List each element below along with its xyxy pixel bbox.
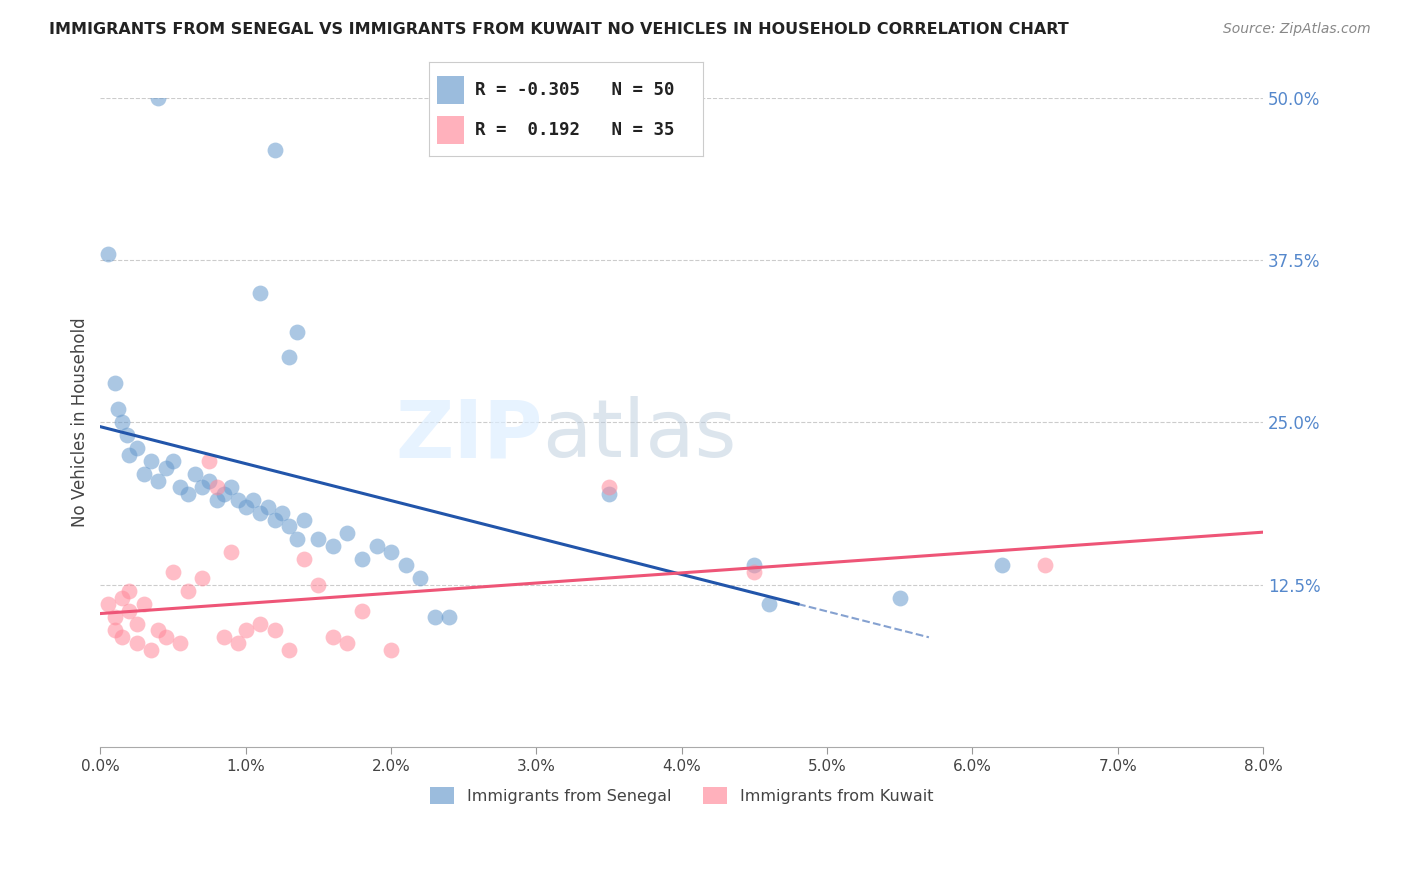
Legend: Immigrants from Senegal, Immigrants from Kuwait: Immigrants from Senegal, Immigrants from…	[423, 781, 939, 811]
Point	[184, 467, 207, 482]
Point	[758, 597, 780, 611]
Point	[380, 545, 402, 559]
Point	[132, 467, 155, 482]
Point	[263, 143, 285, 157]
Point	[350, 551, 373, 566]
Point	[744, 558, 766, 573]
Point	[176, 584, 198, 599]
Point	[336, 636, 359, 650]
Point	[598, 480, 620, 494]
Point	[111, 591, 134, 605]
Point	[307, 533, 329, 547]
Point	[219, 480, 242, 494]
Text: atlas: atlas	[543, 396, 737, 475]
Point	[125, 442, 148, 456]
Point	[141, 454, 163, 468]
Point	[292, 551, 315, 566]
Point	[97, 246, 120, 260]
Point	[104, 376, 127, 391]
Point	[97, 597, 120, 611]
Point	[350, 604, 373, 618]
Point	[125, 616, 148, 631]
Point	[104, 610, 127, 624]
Point	[322, 630, 344, 644]
Point	[198, 474, 221, 488]
Point	[132, 597, 155, 611]
Point	[409, 571, 432, 585]
Point	[107, 402, 129, 417]
Point	[198, 454, 221, 468]
Point	[212, 630, 235, 644]
Point	[307, 577, 329, 591]
Point	[249, 616, 271, 631]
Point	[249, 506, 271, 520]
Text: ZIP: ZIP	[395, 396, 543, 475]
Point	[366, 539, 388, 553]
Point	[322, 539, 344, 553]
Point	[598, 487, 620, 501]
Point	[423, 610, 446, 624]
Text: R =  0.192   N = 35: R = 0.192 N = 35	[475, 121, 675, 139]
Point	[148, 91, 170, 105]
Point	[118, 448, 141, 462]
Point	[148, 623, 170, 637]
Point	[115, 428, 138, 442]
Point	[118, 604, 141, 618]
Point	[205, 493, 228, 508]
Point	[249, 285, 271, 300]
Point	[285, 533, 308, 547]
Text: Source: ZipAtlas.com: Source: ZipAtlas.com	[1223, 22, 1371, 37]
Point	[285, 325, 308, 339]
Point	[263, 623, 285, 637]
Point	[278, 351, 301, 365]
Point	[219, 545, 242, 559]
Point	[118, 584, 141, 599]
Point	[162, 565, 184, 579]
Point	[437, 610, 460, 624]
Point	[155, 630, 177, 644]
Point	[111, 416, 134, 430]
Point	[394, 558, 416, 573]
Point	[235, 500, 257, 514]
Point	[191, 571, 214, 585]
Point	[292, 513, 315, 527]
Point	[104, 623, 127, 637]
Point	[125, 636, 148, 650]
Point	[263, 513, 285, 527]
Point	[889, 591, 911, 605]
Point	[256, 500, 278, 514]
Point	[744, 565, 766, 579]
Point	[155, 460, 177, 475]
Point	[380, 642, 402, 657]
Point	[271, 506, 294, 520]
Point	[228, 636, 250, 650]
Bar	[437, 76, 464, 103]
Point	[336, 525, 359, 540]
Point	[278, 519, 301, 533]
Point	[990, 558, 1012, 573]
Text: IMMIGRANTS FROM SENEGAL VS IMMIGRANTS FROM KUWAIT NO VEHICLES IN HOUSEHOLD CORRE: IMMIGRANTS FROM SENEGAL VS IMMIGRANTS FR…	[49, 22, 1069, 37]
Point	[169, 636, 191, 650]
Point	[205, 480, 228, 494]
Point	[278, 642, 301, 657]
Point	[176, 487, 198, 501]
Point	[212, 487, 235, 501]
Point	[162, 454, 184, 468]
Point	[228, 493, 250, 508]
Point	[111, 630, 134, 644]
Point	[242, 493, 264, 508]
Point	[235, 623, 257, 637]
Text: R = -0.305   N = 50: R = -0.305 N = 50	[475, 80, 675, 99]
Point	[169, 480, 191, 494]
Point	[191, 480, 214, 494]
Point	[1033, 558, 1056, 573]
Y-axis label: No Vehicles in Household: No Vehicles in Household	[72, 318, 89, 527]
Point	[148, 474, 170, 488]
Point	[141, 642, 163, 657]
Bar	[437, 116, 464, 144]
